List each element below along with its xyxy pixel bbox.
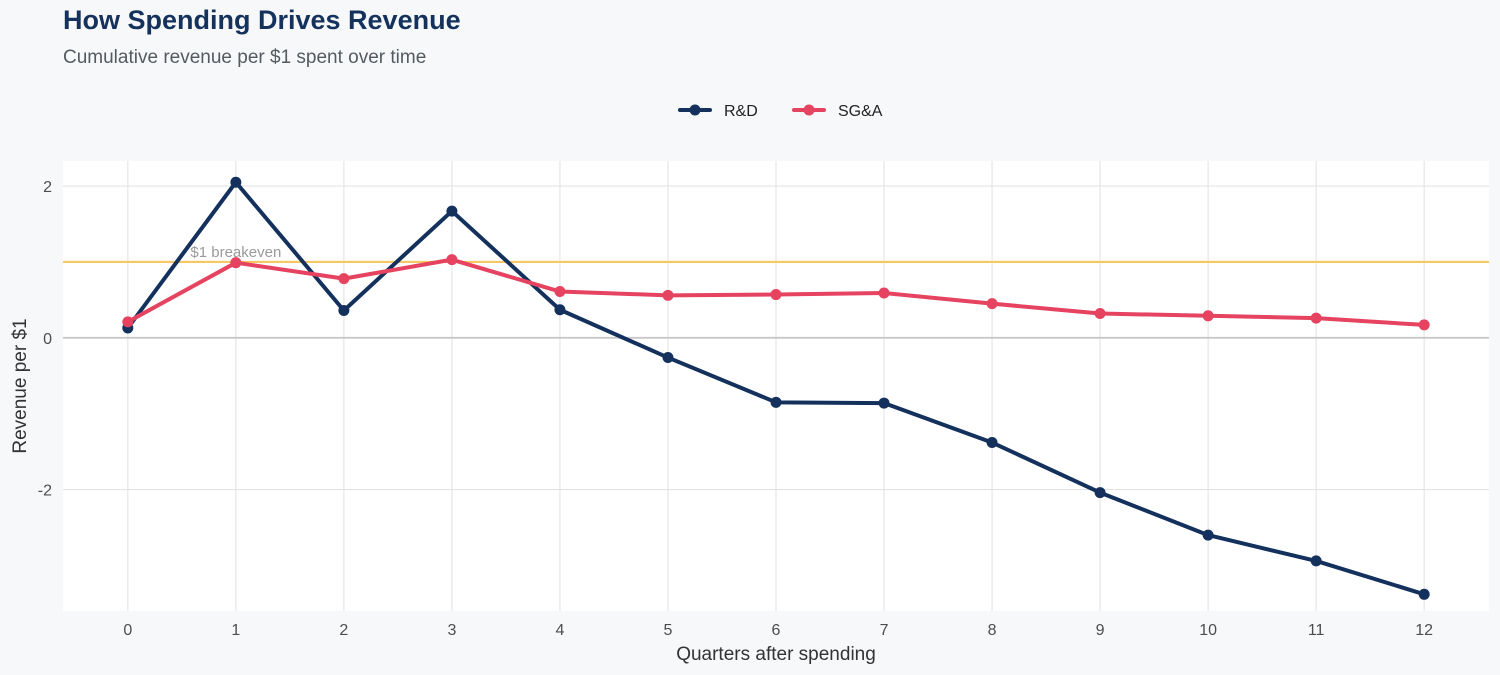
data-point-sg-a: [1310, 312, 1322, 324]
data-point-sg-a: [878, 287, 890, 299]
x-tick-label: 0: [123, 622, 132, 639]
y-tick-label: -2: [38, 483, 52, 500]
data-point-sg-a: [230, 257, 242, 269]
legend-swatch-dot: [803, 104, 815, 116]
data-point-sg-a: [1094, 308, 1106, 320]
x-tick-label: 9: [1096, 622, 1105, 639]
y-axis: 2 0 -2: [38, 179, 52, 500]
x-axis-title: Quarters after spending: [676, 644, 876, 665]
data-point-r-d: [986, 437, 998, 449]
x-tick-label: 4: [555, 622, 564, 639]
data-point-sg-a: [986, 298, 998, 310]
x-tick-label: 1: [231, 622, 240, 639]
x-tick-label: 6: [772, 622, 781, 639]
data-point-r-d: [230, 176, 242, 188]
data-point-sg-a: [662, 289, 674, 301]
data-point-r-d: [554, 304, 566, 316]
y-tick-label: 0: [43, 331, 52, 348]
data-point-r-d: [1310, 555, 1322, 567]
x-tick-label: 7: [880, 622, 889, 639]
data-point-r-d: [338, 304, 350, 316]
chart-subtitle: Cumulative revenue per $1 spent over tim…: [63, 47, 427, 68]
data-point-sg-a: [122, 316, 134, 328]
data-point-r-d: [878, 397, 890, 409]
x-tick-label: 2: [339, 622, 348, 639]
data-point-sg-a: [554, 286, 566, 298]
legend-item-r-d: R&D: [678, 103, 758, 120]
data-point-r-d: [1202, 529, 1214, 541]
y-axis-title: Revenue per $1: [10, 318, 31, 453]
data-point-sg-a: [1418, 319, 1430, 331]
x-tick-label: 8: [988, 622, 997, 639]
legend-label: SG&A: [838, 103, 883, 120]
data-point-r-d: [446, 205, 458, 217]
y-tick-label: 2: [43, 179, 52, 196]
legend-item-sg-a: SG&A: [792, 103, 883, 120]
x-tick-label: 3: [447, 622, 456, 639]
legend-label: R&D: [724, 103, 758, 120]
grid-lines: [63, 161, 1489, 611]
x-tick-label: 10: [1199, 622, 1217, 639]
data-point-sg-a: [338, 273, 350, 285]
data-point-sg-a: [770, 289, 782, 301]
legend-swatch-dot: [689, 104, 701, 116]
x-tick-label: 12: [1415, 622, 1433, 639]
data-point-r-d: [662, 352, 674, 364]
x-tick-label: 11: [1308, 622, 1325, 639]
x-tick-label: 5: [664, 622, 673, 639]
legend: R&D SG&A: [678, 103, 883, 120]
breakeven-label: $1 breakeven: [190, 244, 281, 261]
data-point-r-d: [1418, 588, 1430, 600]
data-point-r-d: [770, 396, 782, 408]
chart-title: How Spending Drives Revenue: [63, 5, 461, 35]
data-point-sg-a: [446, 254, 458, 266]
data-point-r-d: [1094, 487, 1106, 499]
x-axis: 0 1 2 3 4 5 6 7 8 9 10 11 12: [123, 622, 1433, 639]
data-point-sg-a: [1202, 310, 1214, 322]
series-group: [122, 176, 1430, 600]
